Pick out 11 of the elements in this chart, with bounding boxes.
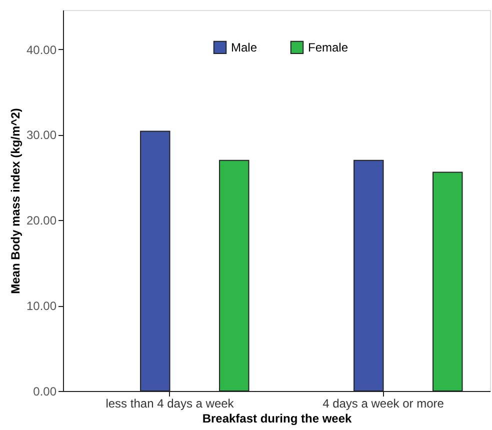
x-tick-label: less than 4 days a week — [106, 396, 235, 410]
x-axis-title: Breakfast during the week — [202, 412, 352, 426]
y-tick-label: 30.00 — [26, 128, 57, 142]
legend-label: Male — [231, 40, 258, 54]
x-tick-label: 4 days a week or more — [322, 396, 444, 410]
y-axis-title: Mean Body mass index (kg/m^2) — [8, 108, 22, 294]
y-tick-label: 40.00 — [26, 42, 57, 57]
y-tick-label: 10.00 — [26, 299, 57, 314]
legend-label: Female — [308, 40, 348, 54]
y-tick-label: 0.00 — [33, 384, 57, 398]
y-tick-label: 20.00 — [26, 214, 57, 228]
